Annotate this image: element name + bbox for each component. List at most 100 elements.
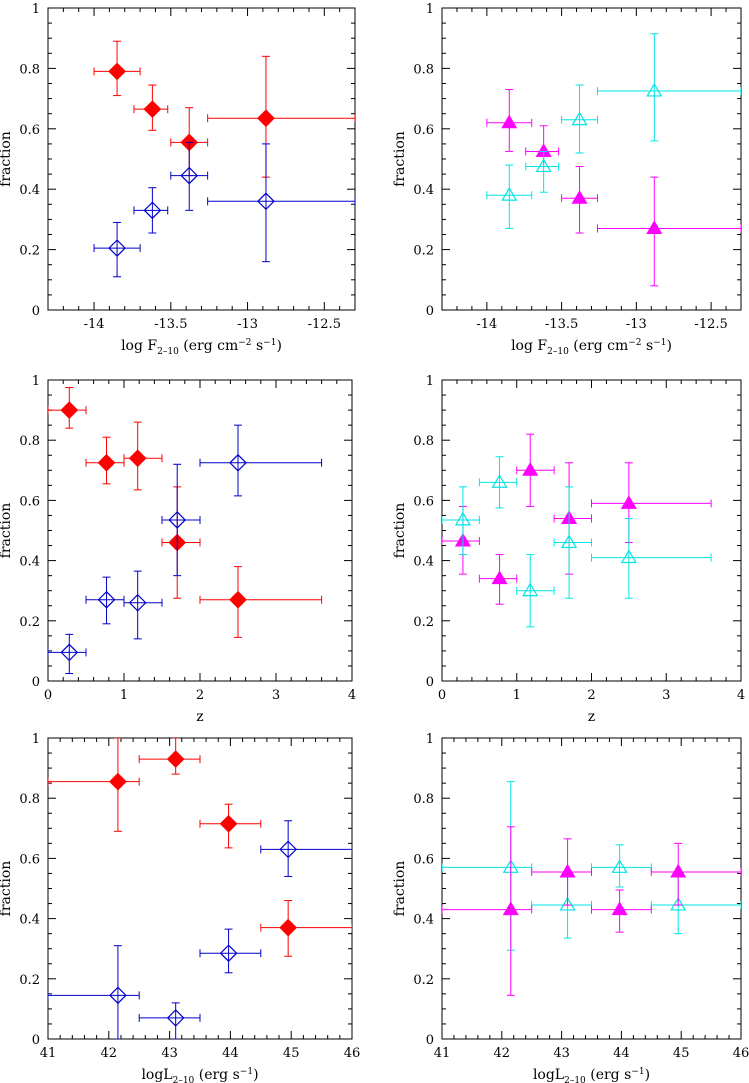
open-diamond-marker: [180, 166, 199, 185]
x-axis-label-sup2: −1: [263, 338, 276, 348]
y-tick-label: 0.8: [413, 434, 434, 449]
x-axis-label-close: ): [666, 338, 671, 354]
x-tick-label: 2: [196, 688, 204, 703]
filled-triangle-marker: [646, 220, 663, 234]
x-tick-label: 43: [553, 1046, 570, 1061]
x-tick-label: -12.5: [308, 317, 341, 332]
filled-triangle-marker: [620, 495, 637, 509]
x-tick-label: 42: [101, 1046, 118, 1061]
x-tick-label: -12.5: [694, 317, 727, 332]
open-diamond-marker: [97, 590, 116, 609]
open-triangle-marker: [611, 859, 628, 873]
open-triangle-marker: [535, 158, 552, 173]
open-diamond-marker: [60, 643, 79, 662]
y-tick-label: 0: [32, 675, 40, 690]
x-tick-label: 44: [613, 1046, 630, 1061]
plot-frame: [47, 737, 353, 1040]
y-tick-label: 0.8: [19, 792, 40, 807]
y-tick-label: 0: [426, 304, 434, 319]
panel-2: 0 0.2 0.4 0.6 0.8 1 -14 -13.5 -13 -12.5 fraction lo…: [392, 2, 742, 357]
x-axis-label-rest: (erg s: [586, 1067, 632, 1083]
open-triangle-marker: [559, 896, 576, 911]
y-tick-label: 0.2: [413, 615, 434, 630]
x-axis-label-rest: (erg cm: [179, 338, 238, 354]
x-axis-label-close: ): [645, 1067, 650, 1083]
y-tick-label: 1: [426, 2, 434, 17]
y-tick-label: 0.6: [19, 852, 40, 867]
y-axis-label: fraction: [392, 503, 408, 559]
x-axis-label-rest: (erg cm: [569, 338, 628, 354]
x-axis-label-sub: 2–10: [157, 347, 179, 357]
filled-diamond-marker: [229, 590, 247, 609]
y-tick-label: 1: [426, 374, 434, 389]
x-axis-label-sup1: −1: [631, 1067, 644, 1077]
filled-triangle-marker: [571, 190, 588, 204]
y-tick-label: 1: [426, 732, 434, 747]
x-tick-label: 46: [344, 1046, 361, 1061]
open-diamond-marker: [229, 453, 247, 472]
x-tick-label: 45: [283, 1046, 300, 1061]
y-tick-label: 0.8: [19, 434, 40, 449]
open-diamond-marker: [128, 593, 147, 612]
open-triangle-marker: [646, 82, 663, 97]
y-tick-label: 0.2: [19, 244, 40, 259]
filled-triangle-marker: [670, 863, 687, 878]
plot-frame: [441, 737, 742, 1040]
open-triangle-marker: [620, 549, 637, 564]
open-triangle-marker: [571, 111, 588, 126]
x-axis-label-sup1: −1: [240, 1067, 253, 1077]
y-tick-label: 0: [32, 1033, 40, 1048]
open-triangle-marker: [491, 474, 508, 488]
x-tick-label: 44: [222, 1046, 239, 1061]
y-tick-label: 1: [32, 732, 40, 747]
panel-3: 0 0.2 0.4 0.6 0.8 1 0 1 2 3 4 fraction z: [0, 374, 356, 725]
x-tick-label: 41: [40, 1046, 57, 1061]
y-tick-label: 0.4: [413, 183, 434, 198]
plot-frame: [47, 379, 353, 682]
x-axis-label-main: log F: [121, 338, 157, 354]
x-axis-label: z: [588, 709, 595, 725]
x-axis-label-mid: s: [252, 338, 264, 354]
x-tick-label: 3: [272, 688, 280, 703]
y-tick-label: 0.4: [19, 555, 40, 570]
data-layer: [486, 33, 741, 287]
x-tick-label: 1: [120, 688, 128, 703]
x-axis-label-main: z: [588, 709, 595, 725]
y-tick-label: 0: [426, 675, 434, 690]
y-axis-label: fraction: [0, 861, 14, 917]
y-tick-label: 1: [32, 374, 40, 389]
data-layer: [48, 738, 352, 1039]
y-tick-label: 0.8: [413, 792, 434, 807]
data-layer: [93, 40, 355, 278]
filled-diamond-marker: [166, 750, 185, 768]
y-tick-label: 0.2: [413, 973, 434, 988]
y-tick-label: 0.6: [19, 494, 40, 509]
filled-diamond-marker: [257, 109, 275, 128]
filled-triangle-marker: [502, 901, 519, 916]
y-tick-label: 0.6: [413, 852, 434, 867]
x-tick-label: 42: [494, 1046, 511, 1061]
filled-diamond-marker: [97, 453, 116, 472]
x-tick-label: 45: [673, 1046, 690, 1061]
data-layer: [48, 387, 323, 674]
y-tick-label: 0.8: [413, 62, 434, 77]
x-tick-label: 46: [733, 1046, 749, 1061]
y-axis-label: fraction: [0, 503, 14, 559]
open-diamond-marker: [279, 840, 298, 859]
filled-diamond-marker: [128, 449, 147, 468]
open-diamond-marker: [108, 239, 126, 257]
filled-diamond-marker: [109, 772, 127, 791]
x-axis-label-sup1: −2: [238, 338, 251, 348]
filled-diamond-marker: [60, 401, 79, 419]
x-tick-label: 1: [513, 688, 521, 703]
x-axis-label-rest: (erg s: [194, 1067, 240, 1083]
y-tick-label: 0: [32, 304, 40, 319]
x-axis-label: logL2–10 (erg s−1): [141, 1067, 258, 1083]
panel-1: 0 0.2 0.4 0.6 0.8 1 -14 -13.5 -13 -12.5 fraction lo…: [0, 2, 356, 357]
filled-diamond-marker: [143, 100, 162, 119]
y-tick-label: 0.4: [413, 913, 434, 928]
panel-6: 0 0.2 0.4 0.6 0.8 1 41 42 43 44 45 46 fraction logL2–…: [392, 732, 749, 1083]
filled-diamond-marker: [108, 62, 126, 81]
x-axis-label-sub: 2–10: [547, 347, 569, 357]
